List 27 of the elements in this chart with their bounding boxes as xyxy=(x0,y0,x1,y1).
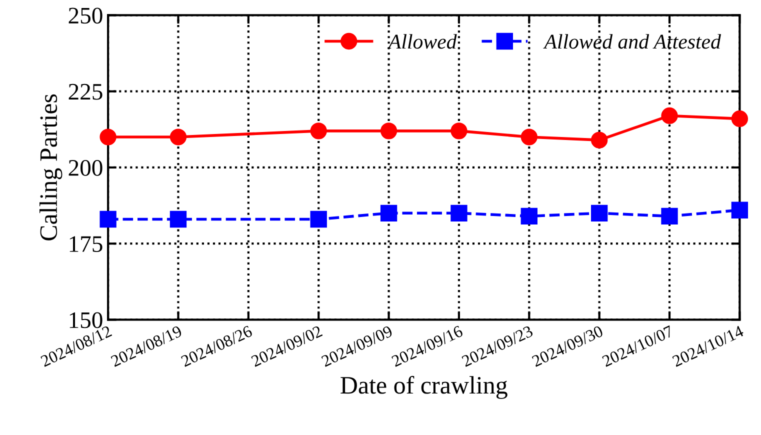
y-tick-label: 175 xyxy=(70,236,102,252)
point xyxy=(170,210,187,228)
point xyxy=(450,122,468,140)
point xyxy=(380,122,398,140)
point xyxy=(590,132,608,148)
legend-label: Allowed xyxy=(387,34,457,49)
y-tick-label: 150 xyxy=(70,312,102,328)
point xyxy=(520,128,538,146)
point xyxy=(450,204,468,222)
y-axis-title: Calling Parties xyxy=(39,94,62,240)
y-tick-label: 250 xyxy=(68,8,102,24)
legend-label: Allowed and Attested xyxy=(543,34,721,49)
point xyxy=(661,208,678,225)
point xyxy=(380,204,398,222)
point xyxy=(310,122,327,140)
point xyxy=(731,202,748,218)
point xyxy=(520,208,538,225)
x-axis-title: Date of crawling xyxy=(340,376,508,399)
point xyxy=(170,128,187,146)
point xyxy=(731,110,748,128)
point xyxy=(590,204,608,222)
point xyxy=(100,210,116,228)
point xyxy=(661,107,678,124)
y-tick-label: 225 xyxy=(68,84,102,100)
y-tick-label: 200 xyxy=(68,160,102,176)
point xyxy=(310,210,327,228)
point xyxy=(100,128,116,146)
